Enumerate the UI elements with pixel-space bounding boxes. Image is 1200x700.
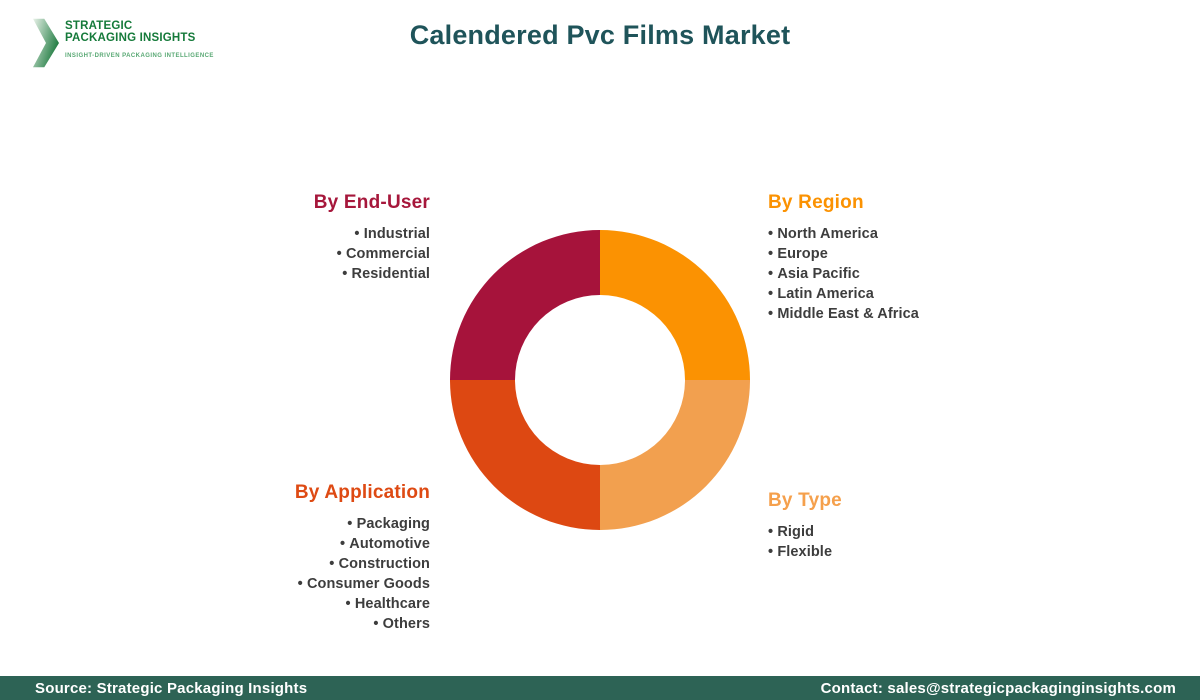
list-item: Healthcare <box>170 594 430 614</box>
footer-source: Source: Strategic Packaging Insights <box>35 679 308 697</box>
segment-end-user-list: Industrial Commercial Residential <box>170 224 430 284</box>
logo-line-1: STRATEGIC <box>65 20 133 32</box>
list-item: Europe <box>768 244 1048 264</box>
list-item: Commercial <box>170 244 430 264</box>
list-item: Flexible <box>768 542 1048 562</box>
page-title: Calendered Pvc Films Market <box>409 20 791 50</box>
segment-application-list: Packaging Automotive Construction Consum… <box>170 514 430 634</box>
footer-contact: Contact: sales@strategicpackaginginsight… <box>820 679 1176 697</box>
logo-tagline: INSIGHT-DRIVEN PACKAGING INTELLIGENCE <box>65 53 214 59</box>
segment-application: By Application Packaging Automotive Cons… <box>170 482 430 634</box>
segment-end-user-heading: By End-User <box>313 192 430 213</box>
list-item: Construction <box>170 554 430 574</box>
donut-chart <box>450 230 750 530</box>
list-item: Packaging <box>170 514 430 534</box>
segment-end-user: By End-User Industrial Commercial Reside… <box>170 192 430 284</box>
donut-segment-application <box>450 380 600 530</box>
list-item: Middle East & Africa <box>768 304 1048 324</box>
logo-line-2: PACKAGING INSIGHTS <box>65 32 196 44</box>
list-item: Consumer Goods <box>170 574 430 594</box>
list-item: North America <box>768 224 1048 244</box>
chevron-arrow-icon <box>33 18 59 68</box>
segment-type: By Type Rigid Flexible <box>768 490 1048 562</box>
segment-application-heading: By Application <box>294 482 430 503</box>
segment-region-list: North America Europe Asia Pacific Latin … <box>768 224 1048 324</box>
list-item: Industrial <box>170 224 430 244</box>
segment-region-heading: By Region <box>768 192 864 213</box>
footer-bar: Source: Strategic Packaging Insights Con… <box>0 676 1200 700</box>
segment-region: By Region North America Europe Asia Paci… <box>768 192 1048 324</box>
segment-type-heading: By Type <box>768 490 842 511</box>
list-item: Others <box>170 614 430 634</box>
donut-segment-region <box>600 230 750 380</box>
list-item: Asia Pacific <box>768 264 1048 284</box>
logo-text: STRATEGIC PACKAGING INSIGHTS INSIGHT-DRI… <box>65 16 214 59</box>
list-item: Automotive <box>170 534 430 554</box>
segment-type-list: Rigid Flexible <box>768 522 1048 562</box>
donut-segment-end-user <box>450 230 600 380</box>
list-item: Residential <box>170 264 430 284</box>
donut-segment-type <box>600 380 750 530</box>
logo: STRATEGIC PACKAGING INSIGHTS INSIGHT-DRI… <box>33 16 214 70</box>
list-item: Latin America <box>768 284 1048 304</box>
list-item: Rigid <box>768 522 1048 542</box>
